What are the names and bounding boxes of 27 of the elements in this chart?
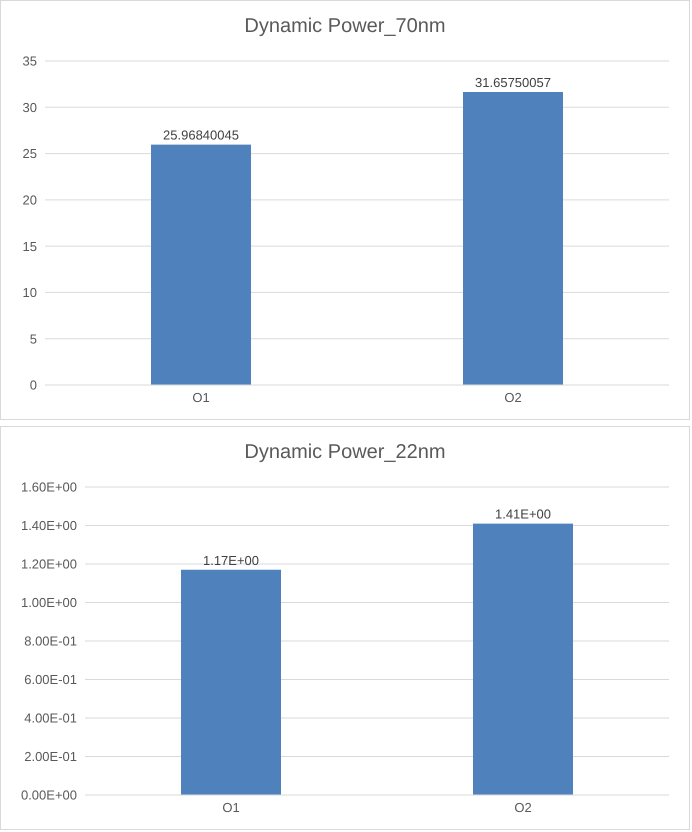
y-tick-label: 30 xyxy=(22,100,37,115)
x-tick-label: O1 xyxy=(192,390,210,406)
y-tick-label: 10 xyxy=(22,285,37,300)
data-label: 25.96840045 xyxy=(163,128,239,143)
y-tick-label: 5 xyxy=(30,331,37,346)
y-tick-label: 15 xyxy=(22,238,37,254)
y-tick-label: 0.00E+00 xyxy=(20,788,77,803)
y-tick-label: 35 xyxy=(22,54,37,69)
y-tick-label: 0 xyxy=(30,378,37,393)
y-tick-label: 4.00E-01 xyxy=(24,710,77,726)
y-tick-label: 25 xyxy=(22,146,37,162)
y-tick-label: 2.00E-01 xyxy=(24,749,77,764)
x-tick-label: O2 xyxy=(504,390,522,406)
y-tick-label: 6.00E-01 xyxy=(24,672,77,688)
y-tick-label: 1.00E+00 xyxy=(20,595,77,610)
x-tick-label: O1 xyxy=(222,800,240,816)
y-tick-label: 1.20E+00 xyxy=(20,556,77,572)
chart-title: Dynamic Power_70nm xyxy=(243,14,447,39)
data-label: 31.65750057 xyxy=(475,74,551,90)
x-tick-label: O2 xyxy=(514,800,532,816)
y-tick-label: 8.00E-01 xyxy=(24,634,77,649)
y-tick-label: 20 xyxy=(22,192,37,208)
chart-title: Dynamic Power_22nm xyxy=(243,440,447,465)
data-label: 1.41E+00 xyxy=(494,506,552,522)
data-label: 1.17E+00 xyxy=(202,552,260,568)
y-tick-label: 1.40E+00 xyxy=(20,518,77,534)
y-tick-label: 1.60E+00 xyxy=(20,480,77,495)
